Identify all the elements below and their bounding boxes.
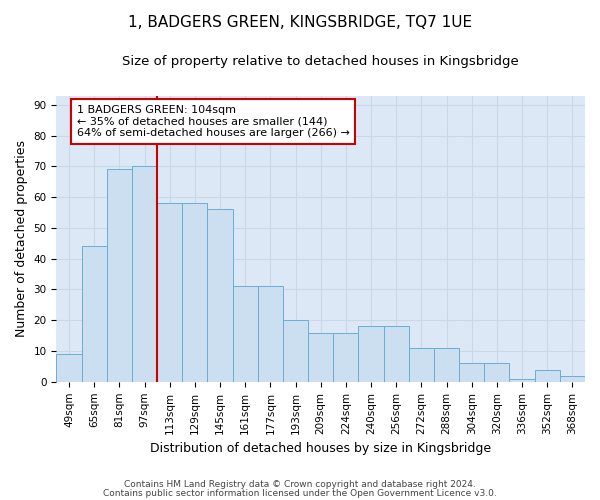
Bar bbox=[434, 348, 459, 382]
Text: Contains HM Land Registry data © Crown copyright and database right 2024.: Contains HM Land Registry data © Crown c… bbox=[124, 480, 476, 489]
Bar bbox=[509, 378, 535, 382]
Bar bbox=[283, 320, 308, 382]
Bar bbox=[409, 348, 434, 382]
Bar bbox=[208, 210, 233, 382]
Bar bbox=[132, 166, 157, 382]
Bar bbox=[459, 364, 484, 382]
Title: Size of property relative to detached houses in Kingsbridge: Size of property relative to detached ho… bbox=[122, 55, 519, 68]
Text: Contains public sector information licensed under the Open Government Licence v3: Contains public sector information licen… bbox=[103, 488, 497, 498]
Bar bbox=[535, 370, 560, 382]
Y-axis label: Number of detached properties: Number of detached properties bbox=[15, 140, 28, 337]
Bar bbox=[107, 170, 132, 382]
Bar bbox=[308, 332, 333, 382]
Text: 1, BADGERS GREEN, KINGSBRIDGE, TQ7 1UE: 1, BADGERS GREEN, KINGSBRIDGE, TQ7 1UE bbox=[128, 15, 472, 30]
Bar bbox=[82, 246, 107, 382]
Bar bbox=[157, 204, 182, 382]
Bar bbox=[233, 286, 258, 382]
Bar bbox=[358, 326, 383, 382]
Bar bbox=[182, 204, 208, 382]
Text: 1 BADGERS GREEN: 104sqm
← 35% of detached houses are smaller (144)
64% of semi-d: 1 BADGERS GREEN: 104sqm ← 35% of detache… bbox=[77, 105, 349, 138]
Bar bbox=[56, 354, 82, 382]
Bar bbox=[560, 376, 585, 382]
Bar bbox=[258, 286, 283, 382]
Bar bbox=[333, 332, 358, 382]
Bar bbox=[383, 326, 409, 382]
X-axis label: Distribution of detached houses by size in Kingsbridge: Distribution of detached houses by size … bbox=[150, 442, 491, 455]
Bar bbox=[484, 364, 509, 382]
